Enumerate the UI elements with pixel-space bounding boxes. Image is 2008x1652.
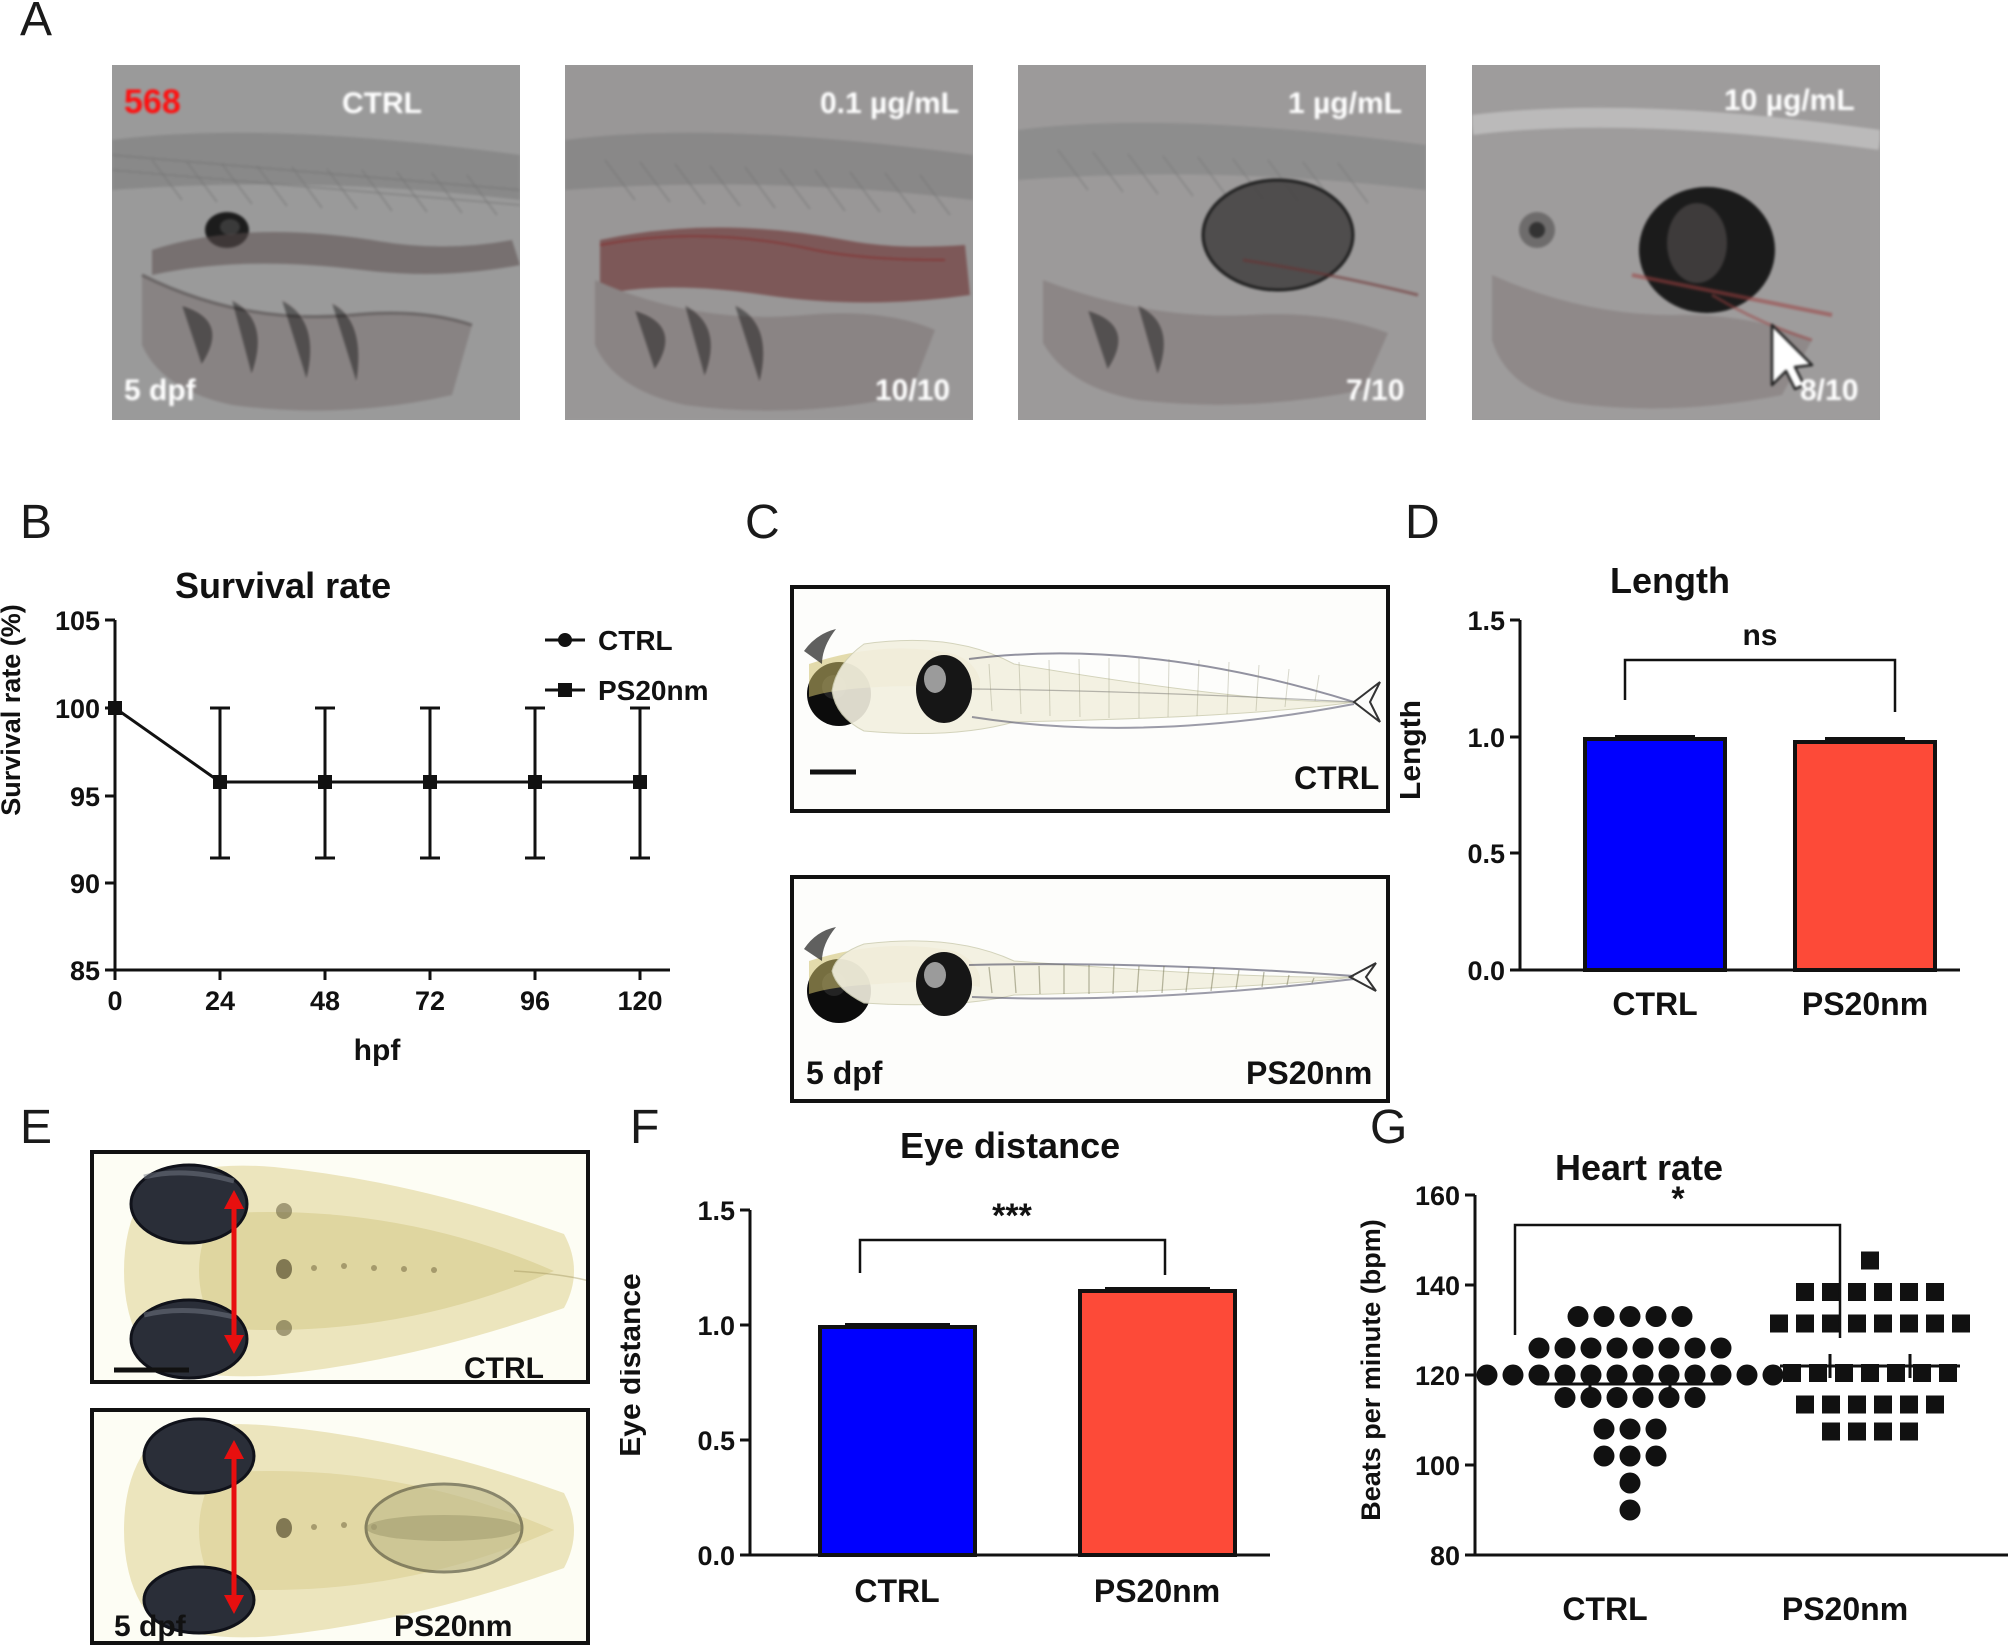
svg-text:PS20nm: PS20nm [1802, 986, 1928, 1022]
svg-text:ns: ns [1742, 619, 1777, 652]
svg-text:140: 140 [1415, 1271, 1460, 1301]
svg-text:5 dpf: 5 dpf [806, 1055, 883, 1091]
svg-text:Survival rate (%): Survival rate (%) [0, 604, 26, 816]
svg-text:***: *** [992, 1197, 1032, 1235]
svg-text:1.5: 1.5 [1467, 606, 1505, 636]
svg-text:*: * [1671, 1180, 1685, 1218]
svg-text:160: 160 [1415, 1181, 1460, 1211]
svg-text:CTRL: CTRL [464, 1352, 544, 1384]
svg-text:0.5: 0.5 [1467, 839, 1505, 869]
svg-text:0.0: 0.0 [1467, 956, 1505, 986]
svg-text:CTRL: CTRL [1612, 986, 1697, 1022]
svg-text:96: 96 [520, 986, 550, 1016]
svg-text:48: 48 [310, 986, 340, 1016]
svg-text:0: 0 [107, 986, 122, 1016]
svg-text:PS20nm: PS20nm [1246, 1055, 1372, 1091]
svg-text:1 µg/mL: 1 µg/mL [1288, 87, 1402, 120]
svg-text:hpf: hpf [354, 1034, 402, 1067]
svg-text:72: 72 [415, 986, 445, 1016]
svg-text:7/10: 7/10 [1346, 374, 1404, 407]
svg-text:100: 100 [55, 694, 100, 724]
svg-text:120: 120 [617, 986, 662, 1016]
svg-text:100: 100 [1415, 1451, 1460, 1481]
svg-text:5 dpf: 5 dpf [114, 1610, 187, 1643]
svg-text:PS20nm: PS20nm [394, 1610, 512, 1643]
svg-text:568: 568 [124, 83, 181, 121]
svg-text:0.1 µg/mL: 0.1 µg/mL [820, 87, 959, 120]
svg-text:90: 90 [70, 869, 100, 899]
svg-text:0.0: 0.0 [697, 1541, 735, 1571]
svg-text:95: 95 [70, 782, 100, 812]
svg-text:CTRL: CTRL [854, 1573, 939, 1609]
svg-text:1.0: 1.0 [1467, 723, 1505, 753]
svg-text:CTRL: CTRL [1562, 1591, 1647, 1627]
svg-text:10 µg/mL: 10 µg/mL [1724, 84, 1855, 117]
svg-text:105: 105 [55, 606, 100, 636]
svg-text:Eye distance: Eye distance [620, 1273, 647, 1456]
svg-text:Length: Length [1400, 700, 1427, 800]
svg-text:5 dpf: 5 dpf [124, 374, 197, 407]
svg-text:CTRL: CTRL [342, 87, 422, 120]
svg-text:PS20nm: PS20nm [1782, 1591, 1908, 1627]
svg-text:Beats per minute (bpm): Beats per minute (bpm) [1360, 1219, 1386, 1521]
svg-text:CTRL: CTRL [1294, 760, 1379, 796]
svg-text:PS20nm: PS20nm [598, 675, 709, 706]
svg-text:10/10: 10/10 [875, 374, 950, 407]
svg-text:PS20nm: PS20nm [1094, 1573, 1220, 1609]
svg-text:120: 120 [1415, 1361, 1460, 1391]
svg-text:1.0: 1.0 [697, 1311, 735, 1341]
svg-text:85: 85 [70, 956, 100, 986]
svg-text:80: 80 [1430, 1541, 1460, 1571]
svg-text:24: 24 [205, 986, 235, 1016]
svg-text:1.5: 1.5 [697, 1196, 735, 1226]
svg-text:8/10: 8/10 [1800, 374, 1858, 407]
svg-text:CTRL: CTRL [598, 625, 673, 656]
svg-text:0.5: 0.5 [697, 1426, 735, 1456]
